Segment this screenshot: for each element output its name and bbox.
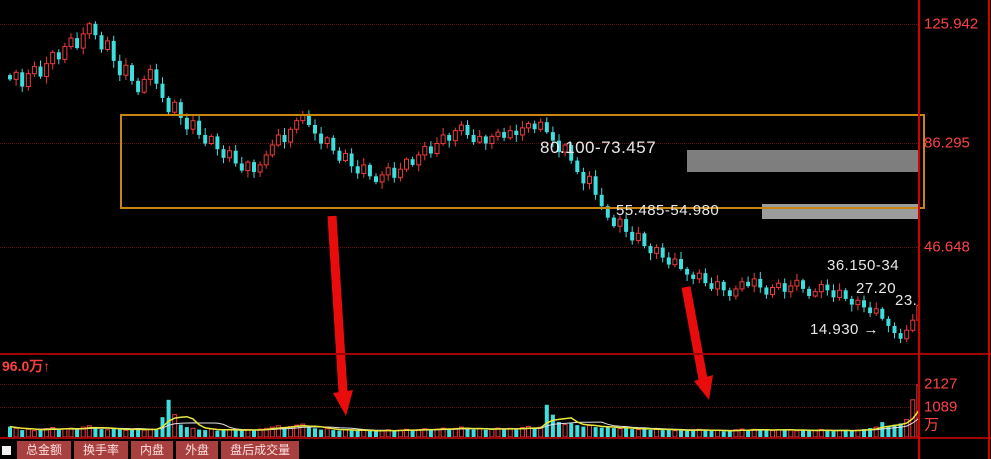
axis-label: 1089: [924, 398, 958, 416]
axis-label: 万: [924, 416, 940, 434]
annotation-rectangle: [120, 114, 925, 209]
axis-label: 46.648: [924, 238, 970, 256]
marker-square-icon: [2, 445, 11, 455]
axis-label: 2127: [924, 375, 958, 393]
tab-after-hours-volume[interactable]: 盘后成交量: [221, 441, 300, 459]
grid-line: [0, 143, 919, 144]
grid-line: [0, 247, 919, 248]
tab-inner-volume[interactable]: 内盘: [131, 441, 174, 459]
axis-label: 125.942: [924, 15, 979, 33]
pane-separator-line: [0, 353, 991, 355]
price-range-label: 80.100-73.457: [540, 138, 657, 157]
price-range-label: 23.: [895, 292, 918, 309]
volume-bottom-line: [0, 437, 991, 439]
right-edge-line: [988, 0, 990, 459]
grid-line: [0, 384, 919, 385]
axis-label: 86.295: [924, 134, 970, 152]
price-range-label: 27.20: [856, 280, 897, 297]
tab-outer-volume[interactable]: 外盘: [176, 441, 219, 459]
tab-turnover-rate[interactable]: 换手率: [74, 441, 129, 459]
price-range-bar: [687, 150, 918, 172]
grid-line: [0, 407, 919, 408]
price-range-label: 55.485-54.980: [616, 202, 720, 219]
volume-badge: 96.0万↑: [2, 358, 51, 374]
price-range-label: 14.930 →: [810, 321, 880, 338]
tab-total-amount[interactable]: 总金额: [17, 441, 72, 459]
bottom-tab-bar: 总金额 换手率 内盘 外盘 盘后成交量: [0, 441, 300, 459]
price-axis-line: [918, 0, 920, 459]
grid-line: [0, 24, 919, 25]
price-range-label: 36.150-34: [827, 257, 900, 274]
candlestick-chart[interactable]: [0, 0, 920, 354]
